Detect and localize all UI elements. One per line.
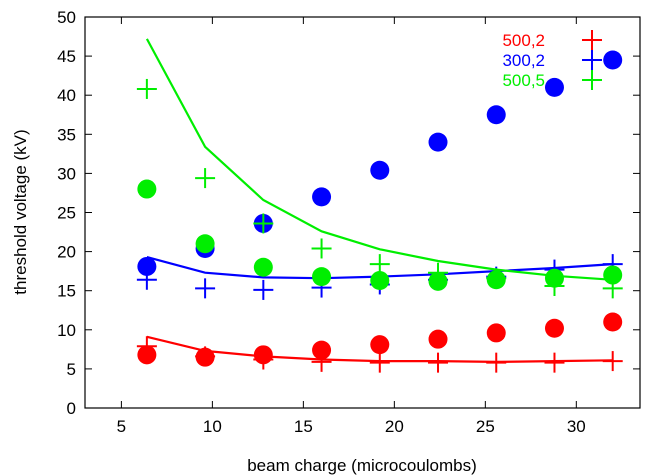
circle-point (253, 257, 273, 277)
circle-point (195, 234, 215, 254)
cross-point (311, 351, 332, 372)
y-tick-label: 35 (57, 125, 76, 144)
legend-cross-500-5 (582, 70, 602, 90)
x-tick-label: 25 (476, 417, 495, 436)
y-tick-label: 5 (67, 360, 76, 379)
circle-point (603, 312, 623, 332)
cross-point (195, 346, 216, 367)
circle-point (312, 267, 332, 287)
y-axis-title: threshold voltage (kV) (11, 129, 30, 294)
x-tick-label: 20 (385, 417, 404, 436)
y-tick-label: 50 (57, 8, 76, 27)
chart-marks (136, 38, 623, 373)
series-line (145, 38, 613, 281)
y-tick-label: 10 (57, 321, 76, 340)
cross-point (195, 168, 216, 189)
plot-frame (84, 16, 641, 409)
legend-cross-300-2 (582, 50, 602, 70)
cross-point (136, 78, 157, 99)
cross-point (369, 254, 390, 275)
circle-point (137, 179, 157, 199)
cross-point (253, 213, 274, 234)
series-500-5 (136, 38, 623, 299)
x-tick-label: 15 (294, 417, 313, 436)
circle-point (486, 323, 506, 343)
circle-point (428, 132, 448, 152)
cross-point (311, 238, 332, 259)
circle-point (370, 335, 390, 355)
cross-point (544, 352, 565, 373)
circle-point (544, 77, 564, 97)
x-tick-label: 5 (117, 417, 126, 436)
y-tick-label: 0 (67, 399, 76, 418)
cross-point (602, 351, 623, 372)
cross-point (136, 336, 157, 357)
legend-cross-500-2 (582, 30, 602, 50)
circle-point (544, 318, 564, 338)
circle-point (428, 329, 448, 349)
cross-point (428, 262, 449, 283)
circle-point (370, 160, 390, 180)
legend-label-300-2: 300,2 (502, 51, 545, 70)
y-tick-label: 15 (57, 282, 76, 301)
x-axis-title: beam charge (microcoulombs) (247, 456, 477, 475)
circle-point (486, 105, 506, 125)
cross-point (369, 352, 390, 373)
cross-point (253, 279, 274, 300)
x-tick-label: 30 (567, 417, 586, 436)
x-tick-label: 10 (203, 417, 222, 436)
cross-point (486, 352, 507, 373)
circle-point (603, 50, 623, 70)
series-500-2 (136, 312, 623, 373)
axes: 5 10 15 20 25 30 0 5 10 15 20 25 30 35 40 45 50 (57, 8, 640, 436)
circle-point (312, 187, 332, 207)
y-tick-label: 30 (57, 164, 76, 183)
cross-point (253, 349, 274, 370)
cross-point (544, 276, 565, 297)
circle-point (370, 271, 390, 291)
cross-point (195, 278, 216, 299)
y-tick-label: 40 (57, 86, 76, 105)
legend-label-500-5: 500,5 (502, 71, 545, 90)
legend-label-500-2: 500,2 (502, 31, 545, 50)
circle-point (312, 340, 332, 360)
y-tick-label: 20 (57, 243, 76, 262)
cross-point (428, 352, 449, 373)
y-tick-label: 45 (57, 47, 76, 66)
circle-point (137, 256, 157, 276)
cross-point (136, 269, 157, 290)
cross-point (602, 278, 623, 299)
circle-point (603, 265, 623, 285)
cross-point (486, 268, 507, 289)
y-tick-label: 25 (57, 204, 76, 223)
